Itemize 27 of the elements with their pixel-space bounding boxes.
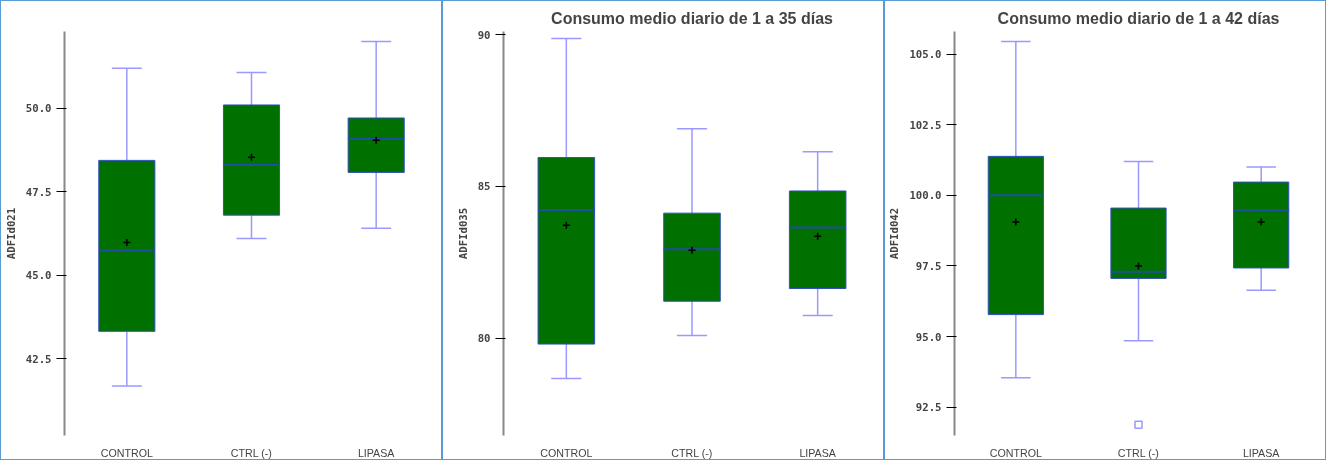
y-tick-label: 42.5 [25, 352, 52, 366]
x-tick-label: LIPASA [799, 446, 837, 459]
y-axis-title: ADFId021 [4, 207, 18, 260]
y-tick-label: 47.5 [25, 185, 52, 199]
y-axis-title: ADFId035 [456, 207, 470, 260]
x-tick-label: CTRL (-) [230, 446, 272, 459]
chart-title: Consumo medio diario de 1 a 42 días [997, 9, 1280, 27]
y-tick-label: 95.0 [915, 330, 942, 344]
x-tick-label: CTRL (-) [671, 446, 713, 459]
y-tick-label: 97.5 [915, 259, 942, 273]
x-tick-label: CONTROL [989, 446, 1042, 459]
x-tick-label: CONTROL [540, 446, 593, 459]
y-tick-label: 92.5 [915, 401, 942, 415]
x-tick-label: LIPASA [1242, 446, 1281, 459]
chart-title: Consumo medio diario de 1 a 35 días [551, 9, 834, 27]
y-tick-label: 102.5 [909, 118, 942, 132]
x-tick-label: LIPASA [357, 446, 396, 459]
y-tick-label: 85 [477, 180, 491, 194]
x-tick-label: CONTROL [100, 446, 153, 459]
y-tick-label: 90 [477, 28, 491, 42]
y-axis-title: ADFId042 [888, 207, 902, 260]
x-tick-label: CTRL (-) [1117, 446, 1159, 459]
y-tick-label: 80 [477, 332, 491, 346]
y-tick-label: 45.0 [25, 269, 52, 283]
y-tick-label: 50.0 [25, 102, 52, 116]
y-tick-label: 105.0 [909, 48, 942, 62]
y-tick-label: 100.0 [909, 189, 942, 203]
